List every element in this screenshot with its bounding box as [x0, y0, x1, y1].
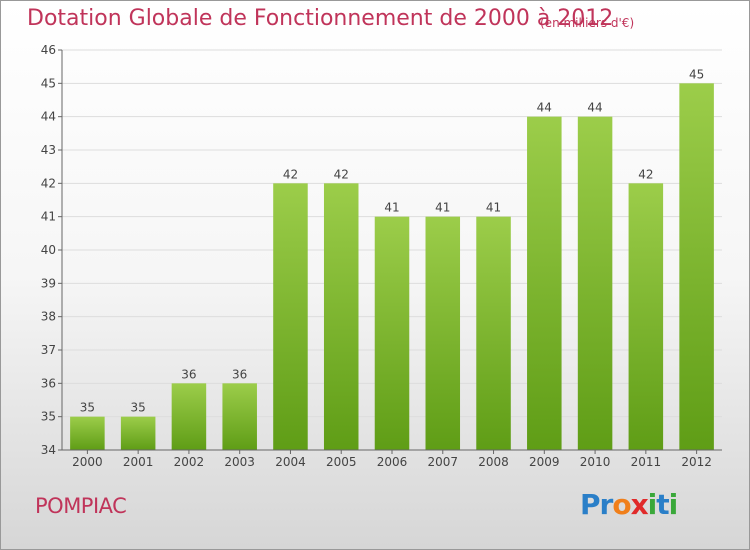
x-tick-label: 2000	[72, 455, 103, 469]
bar-value-label: 41	[486, 201, 501, 215]
bar-value-label: 42	[283, 167, 298, 181]
brand-logo-letter: o	[612, 488, 631, 521]
bar-value-label: 36	[232, 367, 247, 381]
brand-logo-letter: i	[647, 488, 658, 521]
bar	[374, 216, 410, 450]
bar-value-label: 36	[181, 367, 196, 381]
bar	[425, 216, 461, 450]
bar	[70, 416, 105, 450]
y-tick-label: 37	[41, 343, 56, 357]
bar	[273, 183, 308, 451]
y-tick-label: 38	[41, 310, 56, 324]
x-tick-label: 2007	[427, 455, 458, 469]
y-tick-label: 45	[41, 76, 56, 90]
bar-value-label: 42	[334, 167, 349, 181]
bar	[527, 116, 562, 451]
bar	[679, 83, 714, 450]
bar	[222, 383, 257, 450]
axis-layer	[58, 49, 722, 454]
y-tick-label: 44	[41, 110, 56, 124]
bar	[120, 416, 156, 450]
bar-value-label: 45	[689, 67, 704, 81]
y-tick-label: 34	[41, 443, 56, 457]
x-tick-label: 2003	[224, 455, 255, 469]
bar	[628, 183, 664, 451]
y-tick-label: 41	[41, 210, 56, 224]
brand-logo-letter: t	[656, 488, 669, 521]
chart-unit-label: (en milliers d'€)	[540, 16, 635, 30]
y-tick-label: 39	[41, 276, 56, 290]
bar-value-label: 44	[537, 101, 552, 115]
bar-value-label: 41	[384, 201, 399, 215]
y-tick-label: 42	[41, 176, 56, 190]
x-tick-label: 2006	[377, 455, 408, 469]
bar	[476, 216, 511, 450]
brand-logo-letter: i	[668, 488, 679, 521]
brand-logo-letter: r	[599, 488, 614, 521]
bar-value-label: 41	[435, 201, 450, 215]
x-tick-label: 2004	[275, 455, 306, 469]
labels-layer: 34 35 36 37 38 39 40 41 42 43 44 45 46 35 2000 35 2001 36…	[41, 43, 712, 469]
bar-value-label: 42	[638, 167, 653, 181]
x-tick-label: 2012	[681, 455, 712, 469]
bar	[171, 383, 207, 450]
y-tick-label: 46	[41, 43, 56, 57]
x-tick-label: 2002	[174, 455, 205, 469]
bar-value-label: 35	[131, 401, 146, 415]
chart-title: Dotation Globale de Fonctionnement de 20…	[27, 6, 614, 31]
y-tick-label: 35	[41, 410, 56, 424]
x-tick-label: 2010	[580, 455, 611, 469]
bars-layer	[70, 83, 714, 451]
y-tick-label: 40	[41, 243, 56, 257]
bar-value-label: 35	[80, 401, 95, 415]
y-tick-label: 43	[41, 143, 56, 157]
brand-logo-letter: x	[630, 488, 649, 521]
x-tick-label: 2009	[529, 455, 560, 469]
y-tick-label: 36	[41, 376, 56, 390]
brand-logo-letter: P	[580, 488, 601, 521]
bar	[323, 183, 359, 451]
city-name: POMPIAC	[35, 494, 127, 518]
x-tick-label: 2008	[478, 455, 509, 469]
x-tick-label: 2001	[123, 455, 154, 469]
x-tick-label: 2011	[631, 455, 662, 469]
bar-value-label: 44	[587, 101, 602, 115]
x-tick-label: 2005	[326, 455, 357, 469]
bar	[577, 116, 613, 451]
